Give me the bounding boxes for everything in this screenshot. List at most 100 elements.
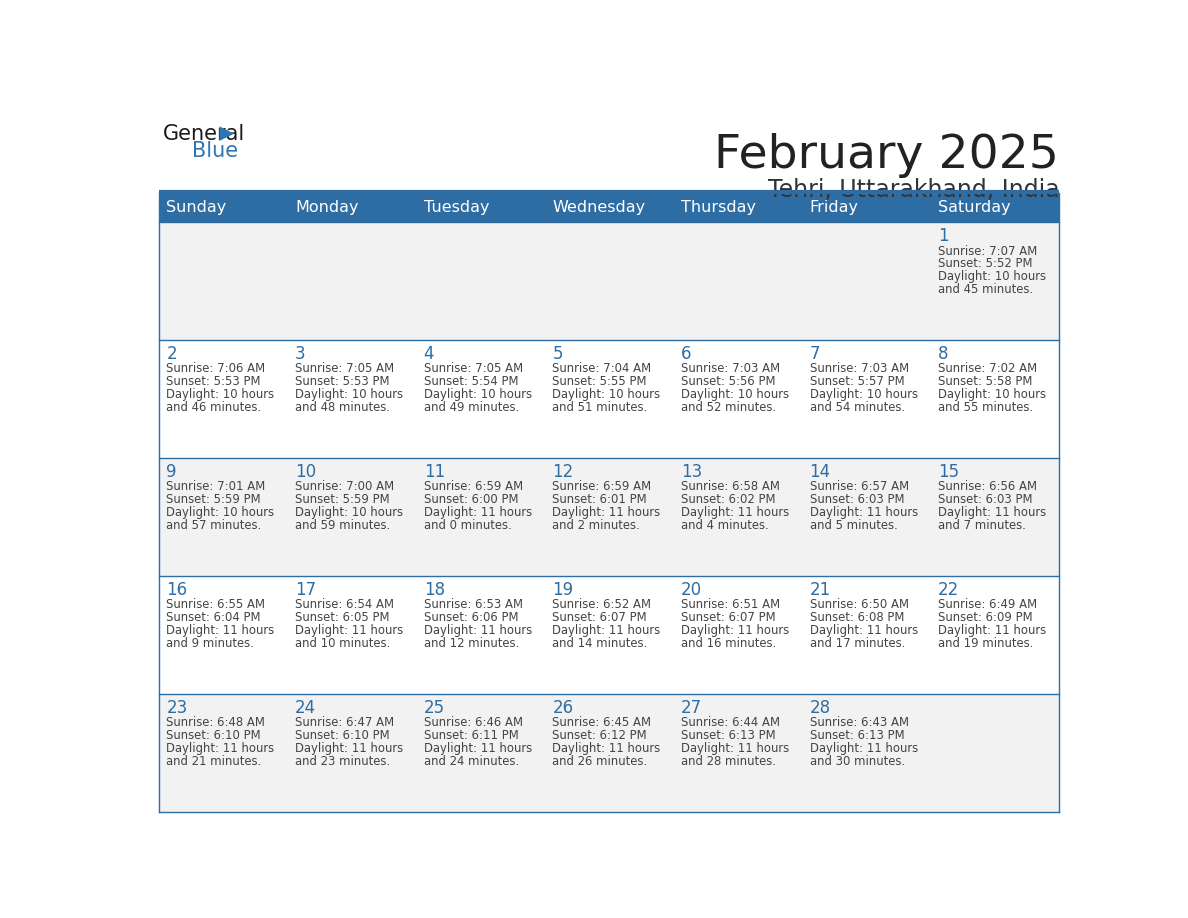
- Text: Sunrise: 6:46 AM: Sunrise: 6:46 AM: [424, 716, 523, 730]
- Text: Sunrise: 7:05 AM: Sunrise: 7:05 AM: [295, 363, 394, 375]
- Text: and 19 minutes.: and 19 minutes.: [939, 637, 1034, 650]
- Text: and 57 minutes.: and 57 minutes.: [166, 520, 261, 532]
- Text: 14: 14: [809, 463, 830, 481]
- Text: Sunrise: 6:53 AM: Sunrise: 6:53 AM: [424, 599, 523, 611]
- Text: and 14 minutes.: and 14 minutes.: [552, 637, 647, 650]
- Text: Daylight: 11 hours: Daylight: 11 hours: [552, 507, 661, 520]
- Text: Sunrise: 7:05 AM: Sunrise: 7:05 AM: [424, 363, 523, 375]
- Text: Sunset: 6:10 PM: Sunset: 6:10 PM: [166, 729, 261, 743]
- Text: Sunset: 6:03 PM: Sunset: 6:03 PM: [939, 493, 1032, 507]
- Text: Daylight: 11 hours: Daylight: 11 hours: [809, 743, 917, 756]
- Text: and 2 minutes.: and 2 minutes.: [552, 520, 640, 532]
- Text: 15: 15: [939, 463, 960, 481]
- Text: Daylight: 11 hours: Daylight: 11 hours: [424, 624, 532, 637]
- Text: Daylight: 11 hours: Daylight: 11 hours: [681, 624, 789, 637]
- Text: Sunset: 6:07 PM: Sunset: 6:07 PM: [552, 611, 647, 624]
- Text: 11: 11: [424, 463, 444, 481]
- Text: Sunrise: 6:55 AM: Sunrise: 6:55 AM: [166, 599, 265, 611]
- Bar: [158, 458, 1060, 576]
- Text: Sunrise: 6:52 AM: Sunrise: 6:52 AM: [552, 599, 651, 611]
- Text: Sunrise: 6:56 AM: Sunrise: 6:56 AM: [939, 480, 1037, 494]
- Text: Daylight: 10 hours: Daylight: 10 hours: [939, 388, 1047, 401]
- Text: Sunrise: 6:58 AM: Sunrise: 6:58 AM: [681, 480, 779, 494]
- Text: 5: 5: [552, 345, 563, 364]
- Text: Sunrise: 7:01 AM: Sunrise: 7:01 AM: [166, 480, 266, 494]
- Text: Wednesday: Wednesday: [552, 200, 645, 215]
- Text: Sunset: 6:05 PM: Sunset: 6:05 PM: [295, 611, 390, 624]
- Text: and 21 minutes.: and 21 minutes.: [166, 756, 261, 768]
- Text: Thursday: Thursday: [681, 200, 756, 215]
- Text: and 16 minutes.: and 16 minutes.: [681, 637, 776, 650]
- Text: Sunset: 5:56 PM: Sunset: 5:56 PM: [681, 375, 776, 388]
- Text: Sunset: 5:53 PM: Sunset: 5:53 PM: [166, 375, 261, 388]
- Bar: [158, 694, 1060, 812]
- Text: Daylight: 11 hours: Daylight: 11 hours: [166, 743, 274, 756]
- Text: and 4 minutes.: and 4 minutes.: [681, 520, 769, 532]
- Text: Sunrise: 6:48 AM: Sunrise: 6:48 AM: [166, 716, 265, 730]
- Text: Sunset: 5:54 PM: Sunset: 5:54 PM: [424, 375, 518, 388]
- Text: Sunrise: 6:57 AM: Sunrise: 6:57 AM: [809, 480, 909, 494]
- Text: Sunrise: 6:50 AM: Sunrise: 6:50 AM: [809, 599, 909, 611]
- Text: 3: 3: [295, 345, 305, 364]
- Text: 22: 22: [939, 581, 960, 599]
- Text: and 55 minutes.: and 55 minutes.: [939, 401, 1034, 414]
- Text: February 2025: February 2025: [714, 133, 1060, 178]
- Text: Sunset: 5:55 PM: Sunset: 5:55 PM: [552, 375, 646, 388]
- Text: 21: 21: [809, 581, 830, 599]
- Bar: [158, 340, 1060, 458]
- Text: Sunrise: 7:06 AM: Sunrise: 7:06 AM: [166, 363, 265, 375]
- Text: Daylight: 11 hours: Daylight: 11 hours: [939, 624, 1047, 637]
- Text: Sunrise: 7:03 AM: Sunrise: 7:03 AM: [681, 363, 781, 375]
- Text: and 51 minutes.: and 51 minutes.: [552, 401, 647, 414]
- Text: Tuesday: Tuesday: [424, 200, 489, 215]
- Text: 6: 6: [681, 345, 691, 364]
- Text: 23: 23: [166, 699, 188, 717]
- Text: General: General: [163, 124, 245, 144]
- Text: Sunrise: 7:04 AM: Sunrise: 7:04 AM: [552, 363, 651, 375]
- Text: 20: 20: [681, 581, 702, 599]
- Text: Sunrise: 7:07 AM: Sunrise: 7:07 AM: [939, 244, 1037, 258]
- Text: and 45 minutes.: and 45 minutes.: [939, 284, 1034, 297]
- Text: Daylight: 11 hours: Daylight: 11 hours: [295, 743, 403, 756]
- Bar: [158, 222, 1060, 340]
- Text: Blue: Blue: [192, 140, 238, 161]
- Text: and 24 minutes.: and 24 minutes.: [424, 756, 519, 768]
- Text: and 59 minutes.: and 59 minutes.: [295, 520, 390, 532]
- Text: and 26 minutes.: and 26 minutes.: [552, 756, 647, 768]
- Text: Sunset: 6:09 PM: Sunset: 6:09 PM: [939, 611, 1032, 624]
- Text: and 5 minutes.: and 5 minutes.: [809, 520, 897, 532]
- Text: and 17 minutes.: and 17 minutes.: [809, 637, 905, 650]
- Text: Sunset: 6:02 PM: Sunset: 6:02 PM: [681, 493, 776, 507]
- Text: Sunrise: 6:51 AM: Sunrise: 6:51 AM: [681, 599, 781, 611]
- Text: Daylight: 10 hours: Daylight: 10 hours: [681, 388, 789, 401]
- Text: Daylight: 11 hours: Daylight: 11 hours: [681, 743, 789, 756]
- Polygon shape: [220, 127, 234, 141]
- Text: Sunrise: 6:59 AM: Sunrise: 6:59 AM: [552, 480, 651, 494]
- Text: 7: 7: [809, 345, 820, 364]
- Text: Daylight: 11 hours: Daylight: 11 hours: [939, 507, 1047, 520]
- Text: Sunset: 5:52 PM: Sunset: 5:52 PM: [939, 257, 1032, 271]
- Text: Sunset: 6:13 PM: Sunset: 6:13 PM: [809, 729, 904, 743]
- Text: 1: 1: [939, 227, 949, 245]
- Text: Sunday: Sunday: [166, 200, 227, 215]
- Text: Sunset: 6:13 PM: Sunset: 6:13 PM: [681, 729, 776, 743]
- Text: and 30 minutes.: and 30 minutes.: [809, 756, 905, 768]
- Text: Sunset: 5:59 PM: Sunset: 5:59 PM: [295, 493, 390, 507]
- Text: and 7 minutes.: and 7 minutes.: [939, 520, 1026, 532]
- Text: Sunrise: 6:43 AM: Sunrise: 6:43 AM: [809, 716, 909, 730]
- Text: Tehri, Uttarakhand, India: Tehri, Uttarakhand, India: [767, 178, 1060, 202]
- Text: Daylight: 11 hours: Daylight: 11 hours: [424, 743, 532, 756]
- Text: Sunrise: 6:44 AM: Sunrise: 6:44 AM: [681, 716, 781, 730]
- Text: and 9 minutes.: and 9 minutes.: [166, 637, 254, 650]
- Text: Sunset: 6:10 PM: Sunset: 6:10 PM: [295, 729, 390, 743]
- Text: Daylight: 10 hours: Daylight: 10 hours: [939, 271, 1047, 284]
- Text: 17: 17: [295, 581, 316, 599]
- Text: Sunset: 6:01 PM: Sunset: 6:01 PM: [552, 493, 647, 507]
- Text: Sunset: 6:00 PM: Sunset: 6:00 PM: [424, 493, 518, 507]
- Text: Sunrise: 6:49 AM: Sunrise: 6:49 AM: [939, 599, 1037, 611]
- Text: Sunset: 6:06 PM: Sunset: 6:06 PM: [424, 611, 518, 624]
- Text: Sunrise: 7:03 AM: Sunrise: 7:03 AM: [809, 363, 909, 375]
- Text: Daylight: 10 hours: Daylight: 10 hours: [295, 388, 403, 401]
- Text: Friday: Friday: [809, 200, 859, 215]
- Text: Daylight: 11 hours: Daylight: 11 hours: [295, 624, 403, 637]
